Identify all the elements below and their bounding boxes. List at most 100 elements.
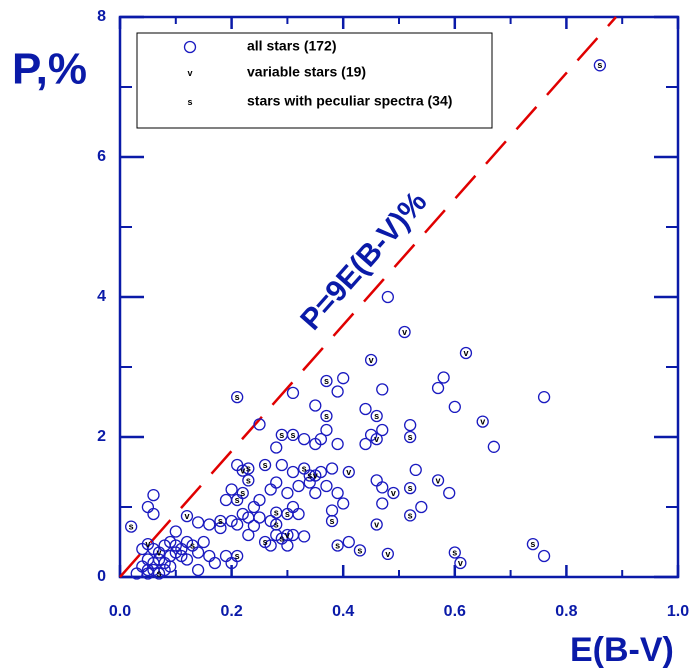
point bbox=[459, 346, 473, 360]
point bbox=[125, 520, 138, 533]
y-tick-label: 6 bbox=[97, 148, 106, 165]
point bbox=[431, 381, 445, 395]
point-glyph: s bbox=[187, 97, 192, 107]
point-glyph: s bbox=[246, 463, 251, 473]
point-glyph: s bbox=[246, 475, 251, 485]
y-tick-label: 8 bbox=[97, 8, 106, 25]
point bbox=[437, 371, 450, 384]
point bbox=[431, 474, 445, 487]
point bbox=[303, 469, 316, 482]
point-glyph: s bbox=[597, 60, 602, 70]
point-glyph: s bbox=[218, 516, 223, 526]
series bbox=[125, 59, 607, 580]
point bbox=[370, 518, 383, 531]
point bbox=[309, 486, 322, 500]
point bbox=[331, 486, 344, 500]
point-glyph: v bbox=[346, 467, 351, 477]
point bbox=[286, 386, 300, 400]
point-glyph: v bbox=[385, 549, 390, 559]
point bbox=[225, 483, 238, 496]
point bbox=[364, 428, 378, 442]
reference-line bbox=[119, 16, 617, 578]
point-glyph: v bbox=[374, 519, 379, 529]
point-glyph: v bbox=[391, 488, 396, 498]
point-glyph: v bbox=[374, 434, 379, 444]
point-glyph: v bbox=[436, 475, 441, 485]
y-axis-label: P,% bbox=[12, 45, 87, 94]
x-axis-label: E(B-V) bbox=[570, 631, 674, 669]
point bbox=[448, 546, 461, 559]
point bbox=[337, 372, 350, 385]
point-glyph: s bbox=[408, 510, 413, 520]
point bbox=[297, 530, 311, 543]
point bbox=[219, 549, 233, 563]
point-glyph: v bbox=[463, 348, 468, 358]
point bbox=[331, 539, 344, 552]
point-glyph: s bbox=[408, 432, 413, 442]
point-glyph: s bbox=[302, 463, 307, 473]
point bbox=[364, 353, 378, 367]
x-tick-label: 0.2 bbox=[220, 603, 242, 620]
point-glyph: s bbox=[235, 495, 240, 505]
point bbox=[197, 535, 210, 549]
point-glyph: v bbox=[313, 470, 318, 480]
point bbox=[141, 563, 155, 577]
point-glyph: s bbox=[263, 537, 268, 547]
point bbox=[370, 409, 383, 423]
point bbox=[314, 432, 328, 446]
point bbox=[164, 560, 177, 573]
point bbox=[376, 481, 389, 494]
point-glyph: s bbox=[324, 376, 329, 386]
point bbox=[320, 374, 333, 388]
point bbox=[320, 423, 333, 437]
point bbox=[270, 528, 283, 542]
point-glyph: v bbox=[240, 465, 245, 475]
point bbox=[275, 458, 288, 472]
point-glyph: s bbox=[274, 507, 279, 517]
point bbox=[253, 493, 266, 507]
point bbox=[359, 402, 372, 416]
point bbox=[342, 465, 355, 479]
point bbox=[191, 563, 205, 577]
point bbox=[381, 290, 394, 304]
point bbox=[247, 500, 261, 514]
point bbox=[398, 325, 411, 339]
point-glyph: s bbox=[279, 430, 284, 440]
point bbox=[376, 423, 389, 437]
point bbox=[476, 415, 489, 428]
point bbox=[186, 539, 199, 552]
point-glyph: v bbox=[157, 547, 162, 557]
point bbox=[191, 516, 205, 529]
point-glyph: s bbox=[235, 392, 240, 402]
point bbox=[325, 462, 339, 475]
point-glyph: v bbox=[369, 355, 374, 365]
point bbox=[286, 428, 300, 442]
point bbox=[331, 385, 344, 398]
point bbox=[242, 474, 255, 487]
point bbox=[270, 441, 283, 454]
point bbox=[454, 556, 467, 570]
point bbox=[264, 539, 277, 552]
point-glyph: s bbox=[235, 551, 240, 561]
point-glyph: s bbox=[290, 430, 295, 440]
point bbox=[415, 500, 428, 514]
point-glyph: s bbox=[285, 509, 290, 519]
point-glyph: s bbox=[408, 483, 413, 493]
x-tick-label: 0.8 bbox=[555, 603, 577, 620]
point bbox=[286, 465, 300, 479]
point bbox=[404, 509, 417, 522]
point bbox=[409, 463, 422, 477]
point-glyph: s bbox=[274, 519, 279, 529]
point bbox=[130, 567, 143, 580]
point bbox=[264, 514, 277, 528]
point-glyph: v bbox=[184, 511, 189, 521]
point-glyph: v bbox=[480, 416, 485, 426]
point bbox=[359, 437, 372, 451]
point-glyph: s bbox=[240, 488, 245, 498]
legend-label: variable stars (19) bbox=[247, 64, 366, 80]
point bbox=[320, 479, 333, 493]
point bbox=[270, 506, 283, 519]
